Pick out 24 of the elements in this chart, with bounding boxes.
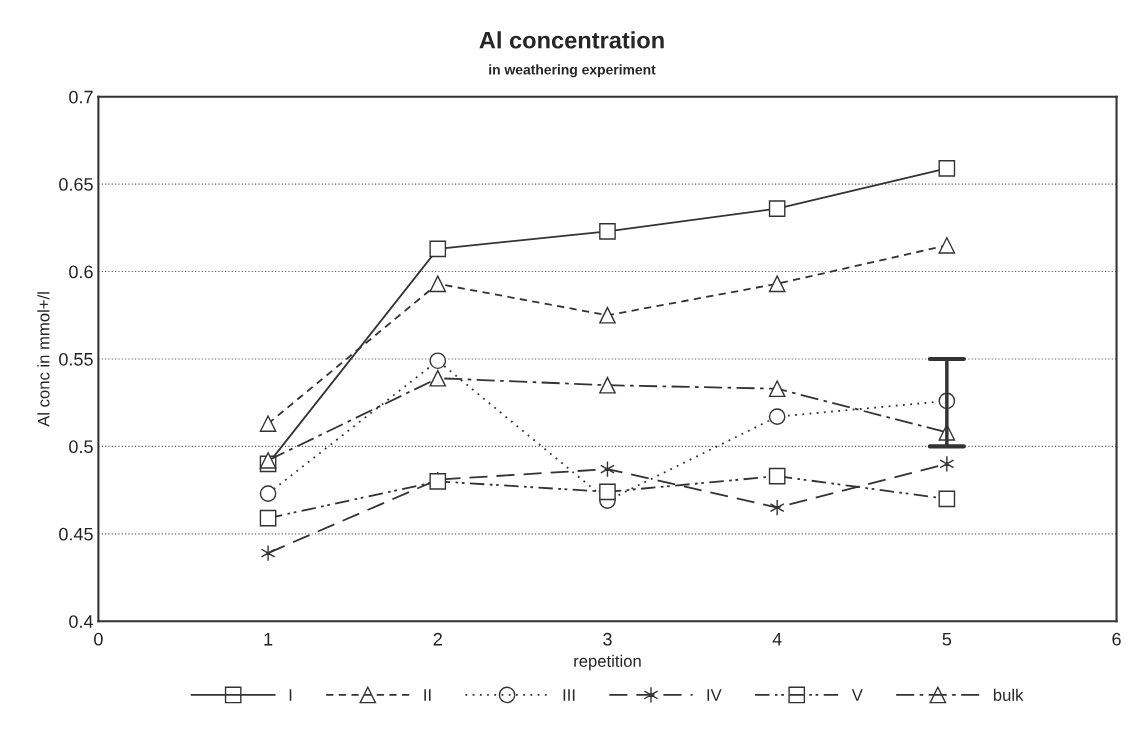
y-tick-label: 0.5 [69,440,93,454]
y-tick-label: 0.6 [69,265,93,279]
y-tick-label: 0.65 [59,178,93,191]
x-tick-label: 2 [433,632,442,646]
legend-label: II [424,689,431,701]
legend-label: III [563,689,575,701]
y-tick-label: 0.4 [69,615,93,628]
x-tick-label: 4 [772,633,782,646]
legend-label: bulk [993,688,1024,701]
chart-subtitle: in weathering experiment [489,64,656,78]
x-tick-label: 6 [1112,632,1121,646]
y-tick-label: 0.45 [59,527,93,541]
legend-label: I [289,689,292,701]
x-tick-label: 5 [942,633,952,646]
legend-label: V [851,689,863,701]
y-axis-title: Al conc in mmol+/l [37,292,50,427]
x-tick-label: 0 [94,632,103,646]
x-axis-title: repetition [574,654,641,671]
y-tick-label: 0.55 [59,352,93,366]
x-tick-label: 3 [603,632,612,646]
y-tick-label: 0.7 [69,90,93,104]
legend-label: IV [707,689,722,701]
chart-title: Al concentration [479,31,664,49]
x-tick-label: 1 [264,633,273,646]
